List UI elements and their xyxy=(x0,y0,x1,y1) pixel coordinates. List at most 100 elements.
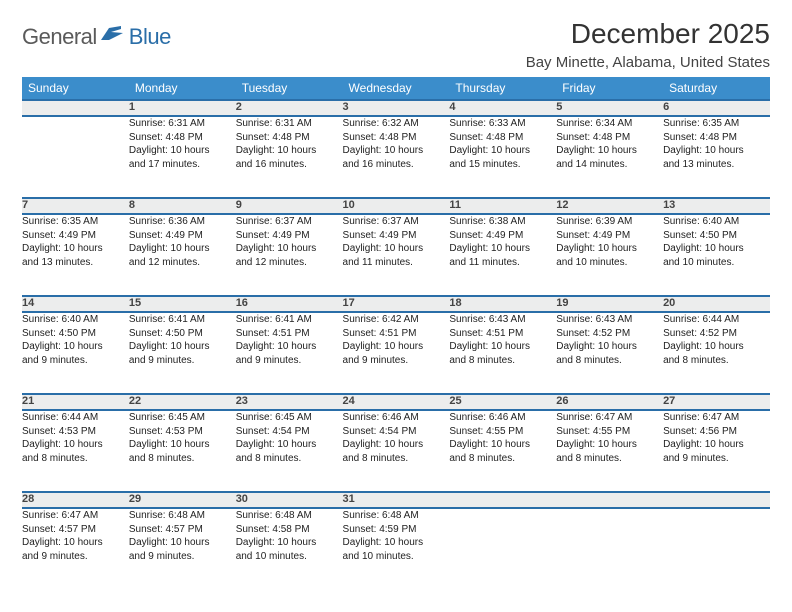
week-4-daynum-row: 21222324252627 xyxy=(22,394,770,410)
title-block: December 2025 Bay Minette, Alabama, Unit… xyxy=(526,18,770,71)
day-cell: Sunrise: 6:45 AMSunset: 4:53 PMDaylight:… xyxy=(129,410,236,492)
day-info-line: and 10 minutes. xyxy=(663,256,770,270)
day-info-line: Sunset: 4:48 PM xyxy=(343,131,450,145)
day-info-line: and 10 minutes. xyxy=(236,550,343,564)
day-info-line: Sunrise: 6:32 AM xyxy=(343,117,450,131)
day-info-line: Daylight: 10 hours xyxy=(236,438,343,452)
day-header-sunday: Sunday xyxy=(22,77,129,100)
day-info-line: Daylight: 10 hours xyxy=(129,340,236,354)
day-info-line: and 9 minutes. xyxy=(22,354,129,368)
day-cell: Sunrise: 6:44 AMSunset: 4:52 PMDaylight:… xyxy=(663,312,770,394)
day-info-line: and 9 minutes. xyxy=(129,550,236,564)
day-info-line: Sunrise: 6:46 AM xyxy=(343,411,450,425)
day-info-line: Sunrise: 6:33 AM xyxy=(449,117,556,131)
day-number: 31 xyxy=(343,492,450,508)
day-header-wednesday: Wednesday xyxy=(343,77,450,100)
day-info-line: Sunrise: 6:47 AM xyxy=(556,411,663,425)
day-info-line: Sunset: 4:49 PM xyxy=(129,229,236,243)
day-info-line: and 8 minutes. xyxy=(663,354,770,368)
day-cell: Sunrise: 6:47 AMSunset: 4:57 PMDaylight:… xyxy=(22,508,129,590)
day-info-line: Sunrise: 6:40 AM xyxy=(663,215,770,229)
day-number: 10 xyxy=(343,198,450,214)
logo-word-2: Blue xyxy=(129,24,171,50)
day-number: 5 xyxy=(556,100,663,116)
day-cell: Sunrise: 6:47 AMSunset: 4:56 PMDaylight:… xyxy=(663,410,770,492)
day-cell: Sunrise: 6:45 AMSunset: 4:54 PMDaylight:… xyxy=(236,410,343,492)
week-3-daynum-row: 14151617181920 xyxy=(22,296,770,312)
day-info-line: and 13 minutes. xyxy=(663,158,770,172)
day-number: 2 xyxy=(236,100,343,116)
day-number: 3 xyxy=(343,100,450,116)
day-info-line: and 13 minutes. xyxy=(22,256,129,270)
day-info-line: Daylight: 10 hours xyxy=(129,536,236,550)
day-info-line: Sunset: 4:53 PM xyxy=(129,425,236,439)
day-info-line: Sunrise: 6:48 AM xyxy=(129,509,236,523)
day-info-line: Sunset: 4:56 PM xyxy=(663,425,770,439)
day-info-line: Sunrise: 6:37 AM xyxy=(343,215,450,229)
day-info-line: and 12 minutes. xyxy=(236,256,343,270)
day-info-line: Sunset: 4:53 PM xyxy=(22,425,129,439)
day-info-line: Sunrise: 6:37 AM xyxy=(236,215,343,229)
day-info-line: Sunset: 4:57 PM xyxy=(129,523,236,537)
day-cell: Sunrise: 6:41 AMSunset: 4:50 PMDaylight:… xyxy=(129,312,236,394)
day-info-line: and 16 minutes. xyxy=(236,158,343,172)
day-info-line: Sunrise: 6:42 AM xyxy=(343,313,450,327)
day-info-line: and 9 minutes. xyxy=(663,452,770,466)
day-info-line: Sunset: 4:52 PM xyxy=(556,327,663,341)
week-4-content-row: Sunrise: 6:44 AMSunset: 4:53 PMDaylight:… xyxy=(22,410,770,492)
day-info-line: Sunrise: 6:41 AM xyxy=(129,313,236,327)
day-info-line: and 11 minutes. xyxy=(343,256,450,270)
logo-flag-icon xyxy=(101,26,123,40)
day-info-line: and 8 minutes. xyxy=(22,452,129,466)
day-header-tuesday: Tuesday xyxy=(236,77,343,100)
day-number: 17 xyxy=(343,296,450,312)
day-number xyxy=(449,492,556,508)
week-1-content-row: Sunrise: 6:31 AMSunset: 4:48 PMDaylight:… xyxy=(22,116,770,198)
day-info-line: Daylight: 10 hours xyxy=(236,242,343,256)
day-info-line: Daylight: 10 hours xyxy=(343,438,450,452)
day-info-line: Sunrise: 6:40 AM xyxy=(22,313,129,327)
day-info-line: Sunrise: 6:39 AM xyxy=(556,215,663,229)
day-info-line: Sunrise: 6:35 AM xyxy=(22,215,129,229)
day-info-line: and 8 minutes. xyxy=(129,452,236,466)
day-info-line: Daylight: 10 hours xyxy=(343,340,450,354)
day-info-line: Daylight: 10 hours xyxy=(449,144,556,158)
calendar-header: Sunday Monday Tuesday Wednesday Thursday… xyxy=(22,77,770,100)
logo-word-1: General xyxy=(22,24,97,50)
calendar-body: 123456Sunrise: 6:31 AMSunset: 4:48 PMDay… xyxy=(22,100,770,590)
day-cell: Sunrise: 6:40 AMSunset: 4:50 PMDaylight:… xyxy=(663,214,770,296)
day-info-line: and 9 minutes. xyxy=(236,354,343,368)
day-info-line: Daylight: 10 hours xyxy=(449,340,556,354)
day-header-row: Sunday Monday Tuesday Wednesday Thursday… xyxy=(22,77,770,100)
day-info-line: Daylight: 10 hours xyxy=(556,438,663,452)
day-info-line: and 8 minutes. xyxy=(236,452,343,466)
day-info-line: Sunrise: 6:36 AM xyxy=(129,215,236,229)
day-info-line: and 14 minutes. xyxy=(556,158,663,172)
day-number: 22 xyxy=(129,394,236,410)
day-info-line: Sunset: 4:50 PM xyxy=(663,229,770,243)
day-info-line: Sunset: 4:48 PM xyxy=(556,131,663,145)
day-number: 29 xyxy=(129,492,236,508)
day-info-line: Sunrise: 6:47 AM xyxy=(663,411,770,425)
header-row: General Blue December 2025 Bay Minette, … xyxy=(22,18,770,71)
day-info-line: Sunrise: 6:43 AM xyxy=(449,313,556,327)
day-header-saturday: Saturday xyxy=(663,77,770,100)
day-cell: Sunrise: 6:43 AMSunset: 4:51 PMDaylight:… xyxy=(449,312,556,394)
day-info-line: Daylight: 10 hours xyxy=(129,438,236,452)
day-info-line: Sunset: 4:49 PM xyxy=(22,229,129,243)
day-cell: Sunrise: 6:33 AMSunset: 4:48 PMDaylight:… xyxy=(449,116,556,198)
day-info-line: and 10 minutes. xyxy=(556,256,663,270)
day-number xyxy=(663,492,770,508)
day-info-line: Daylight: 10 hours xyxy=(22,438,129,452)
day-info-line: Sunrise: 6:47 AM xyxy=(22,509,129,523)
day-cell: Sunrise: 6:35 AMSunset: 4:48 PMDaylight:… xyxy=(663,116,770,198)
day-info-line: Sunset: 4:48 PM xyxy=(236,131,343,145)
day-number: 7 xyxy=(22,198,129,214)
day-info-line: Daylight: 10 hours xyxy=(129,242,236,256)
week-5-content-row: Sunrise: 6:47 AMSunset: 4:57 PMDaylight:… xyxy=(22,508,770,590)
day-info-line: Sunrise: 6:35 AM xyxy=(663,117,770,131)
day-info-line: and 8 minutes. xyxy=(449,452,556,466)
day-info-line: Daylight: 10 hours xyxy=(663,144,770,158)
day-info-line: Sunrise: 6:45 AM xyxy=(129,411,236,425)
day-info-line: Sunrise: 6:48 AM xyxy=(343,509,450,523)
